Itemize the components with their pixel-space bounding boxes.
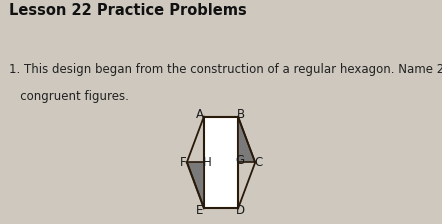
Text: congruent figures.: congruent figures. bbox=[9, 90, 129, 103]
Polygon shape bbox=[187, 162, 204, 208]
Text: E: E bbox=[196, 204, 203, 217]
Text: B: B bbox=[237, 108, 245, 121]
Text: G: G bbox=[236, 154, 245, 167]
Text: C: C bbox=[255, 156, 263, 169]
Text: D: D bbox=[236, 204, 245, 217]
Polygon shape bbox=[238, 116, 255, 162]
Polygon shape bbox=[204, 116, 238, 208]
Text: F: F bbox=[180, 156, 187, 169]
Text: H: H bbox=[203, 156, 212, 169]
Text: 1. This design began from the construction of a regular hexagon. Name 2 pairs of: 1. This design began from the constructi… bbox=[9, 63, 442, 76]
Text: Lesson 22 Practice Problems: Lesson 22 Practice Problems bbox=[9, 3, 247, 18]
Text: A: A bbox=[195, 108, 203, 121]
